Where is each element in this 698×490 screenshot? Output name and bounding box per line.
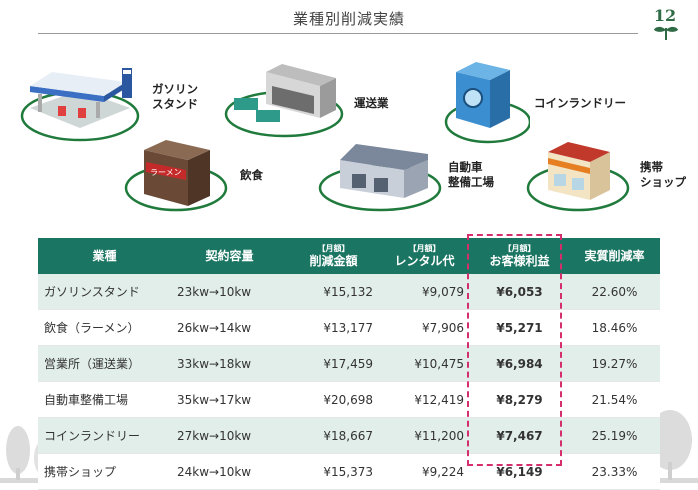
cell-profit: ¥6,984: [470, 346, 569, 382]
cell-industry: 携帯ショップ: [38, 454, 171, 490]
cell-capacity: 27kw→10kw: [171, 418, 288, 454]
cell-rate: 18.46%: [569, 310, 660, 346]
header-reduction-label: 削減金額: [309, 253, 358, 268]
table-row: ガソリンスタンド 23kw→10kw ¥15,132 ¥9,079 ¥6,053…: [38, 274, 660, 310]
page-number: 12: [653, 6, 677, 25]
gas-station-label-line2: スタンド: [152, 97, 198, 111]
transport-illustration: [224, 64, 344, 138]
cell-capacity: 35kw→17kw: [171, 382, 288, 418]
cell-profit: ¥7,467: [470, 418, 569, 454]
cell-rate: 25.19%: [569, 418, 660, 454]
mobile-shop-illustration: [526, 142, 630, 212]
sprout-icon: [654, 26, 678, 40]
mobile-shop-label-line2: ショップ: [640, 175, 686, 189]
table-header-row: 業種 契約容量 【月額】 削減金額 【月額】 レンタル代 【月額】 お客様利益 実質削…: [38, 238, 660, 274]
header-rental: 【月額】 レンタル代: [379, 238, 470, 274]
header-industry: 業種: [38, 238, 171, 274]
table-row: コインランドリー 27kw→10kw ¥18,667 ¥11,200 ¥7,46…: [38, 418, 660, 454]
header-industry-label: 業種: [92, 248, 117, 263]
header-rental-label: レンタル代: [394, 253, 455, 268]
cell-rental: ¥11,200: [379, 418, 470, 454]
header-profit: 【月額】 お客様利益: [470, 238, 569, 274]
header-reduction: 【月額】 削減金額: [288, 238, 379, 274]
cell-capacity: 33kw→18kw: [171, 346, 288, 382]
table-row: 営業所（運送業） 33kw→18kw ¥17,459 ¥10,475 ¥6,98…: [38, 346, 660, 382]
restaurant-illustration: ラーメン: [124, 140, 228, 212]
cell-reduction: ¥18,667: [288, 418, 379, 454]
transport-label: 運送業: [354, 96, 389, 110]
cell-rate: 22.60%: [569, 274, 660, 310]
header-rental-sub: 【月額】: [408, 243, 441, 253]
cell-reduction: ¥13,177: [288, 310, 379, 346]
header-capacity: 契約容量: [171, 238, 288, 274]
cell-reduction: ¥17,459: [288, 346, 379, 382]
garage-label: 自動車 整備工場: [448, 160, 494, 190]
cell-capacity: 26kw→14kw: [171, 310, 288, 346]
industry-savings-table: 業種 契約容量 【月額】 削減金額 【月額】 レンタル代 【月額】 お客様利益 実質削…: [38, 238, 660, 490]
cell-rental: ¥10,475: [379, 346, 470, 382]
header-rate-label: 実質削減率: [584, 248, 645, 263]
cell-industry: 営業所（運送業）: [38, 346, 171, 382]
restaurant-label: 飲食: [240, 168, 263, 182]
garage-label-line2: 整備工場: [448, 175, 494, 189]
cell-profit: ¥8,279: [470, 382, 569, 418]
table-row: 飲食（ラーメン） 26kw→14kw ¥13,177 ¥7,906 ¥5,271…: [38, 310, 660, 346]
cell-rate: 23.33%: [569, 454, 660, 490]
cell-reduction: ¥15,132: [288, 274, 379, 310]
table-row: 携帯ショップ 24kw→10kw ¥15,373 ¥9,224 ¥6,149 2…: [38, 454, 660, 490]
cell-rate: 19.27%: [569, 346, 660, 382]
cell-profit: ¥6,149: [470, 454, 569, 490]
cell-rental: ¥9,079: [379, 274, 470, 310]
mobile-shop-label-line1: 携帯: [640, 160, 663, 174]
garage-illustration: [318, 144, 442, 212]
restaurant-sign: ラーメン: [150, 168, 182, 177]
header-rate: 実質削減率: [569, 238, 660, 274]
cell-industry: 自動車整備工場: [38, 382, 171, 418]
header-profit-label: お客様利益: [489, 253, 550, 268]
garage-label-line1: 自動車: [448, 160, 483, 174]
header-capacity-label: 契約容量: [205, 248, 254, 263]
mobile-shop-label: 携帯 ショップ: [640, 160, 686, 190]
cell-rental: ¥9,224: [379, 454, 470, 490]
gas-station-label: ガソリン スタンド: [152, 82, 198, 112]
cell-reduction: ¥15,373: [288, 454, 379, 490]
header-profit-sub: 【月額】: [503, 243, 536, 253]
gas-station-illustration: [20, 68, 140, 142]
coin-laundry-illustration: [444, 62, 530, 144]
cell-rental: ¥7,906: [379, 310, 470, 346]
header-reduction-sub: 【月額】: [317, 243, 350, 253]
cell-industry: 飲食（ラーメン）: [38, 310, 171, 346]
cell-rate: 21.54%: [569, 382, 660, 418]
cell-profit: ¥6,053: [470, 274, 569, 310]
coin-laundry-label: コインランドリー: [534, 96, 626, 110]
cell-industry: ガソリンスタンド: [38, 274, 171, 310]
title-divider: [38, 33, 638, 34]
table-row: 自動車整備工場 35kw→17kw ¥20,698 ¥12,419 ¥8,279…: [38, 382, 660, 418]
cell-capacity: 23kw→10kw: [171, 274, 288, 310]
cell-profit: ¥5,271: [470, 310, 569, 346]
cell-industry: コインランドリー: [38, 418, 171, 454]
gas-station-label-line1: ガソリン: [152, 82, 198, 96]
cell-capacity: 24kw→10kw: [171, 454, 288, 490]
cell-rental: ¥12,419: [379, 382, 470, 418]
cell-reduction: ¥20,698: [288, 382, 379, 418]
page-title: 業種別削減実績: [292, 10, 405, 28]
